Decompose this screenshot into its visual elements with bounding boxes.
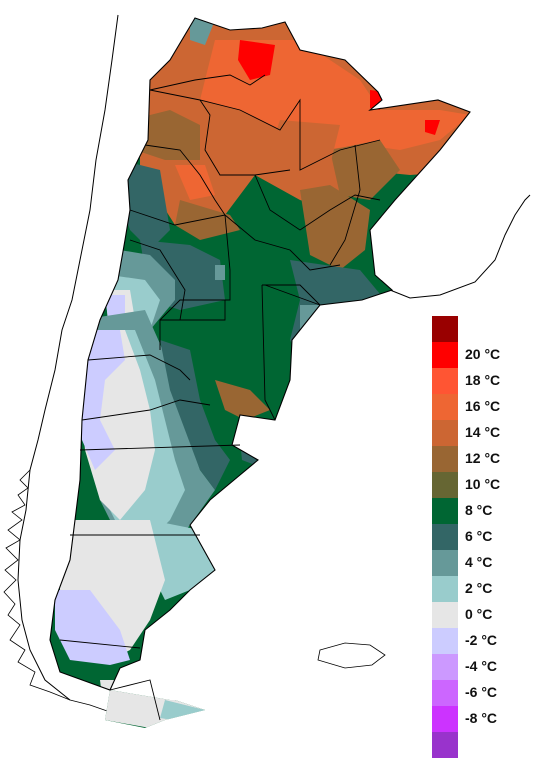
legend-row: 12 °C [432, 446, 532, 472]
legend-label: -2 °C [465, 632, 498, 648]
legend-row: 20 °C [432, 342, 532, 368]
legend-label: 2 °C [465, 580, 493, 596]
legend-label: 8 °C [465, 502, 493, 518]
legend-row: 0 °C [432, 602, 532, 628]
legend-label: 4 °C [465, 554, 493, 570]
legend-row: -6 °C [432, 680, 532, 706]
legend-swatch [432, 316, 458, 342]
legend-row: -2 °C [432, 628, 532, 654]
legend-swatch [432, 524, 458, 550]
legend-row: 10 °C [432, 472, 532, 498]
temperature-legend: 20 °C 18 °C 16 °C 14 °C 12 °C 10 °C 8 °C 6 °C 4 … [432, 316, 532, 758]
legend-label: 20 °C [465, 346, 501, 362]
legend-row: 18 °C [432, 368, 532, 394]
legend-label: -6 °C [465, 684, 498, 700]
legend-swatch [432, 576, 458, 602]
province-boundaries [49, 17, 471, 721]
legend-row: 14 °C [432, 420, 532, 446]
legend-swatch [432, 342, 458, 368]
legend-swatch [432, 732, 458, 758]
legend-label: 14 °C [465, 424, 501, 440]
legend-label: 0 °C [465, 606, 493, 622]
legend-swatch [432, 550, 458, 576]
legend-swatch [432, 368, 458, 394]
legend-label: 16 °C [465, 398, 501, 414]
legend-row [432, 316, 532, 342]
legend-label: 12 °C [465, 450, 501, 466]
legend-label: 6 °C [465, 528, 493, 544]
neighbor-outlines [17, 14, 531, 701]
legend-swatch [432, 680, 458, 706]
legend-label: 18 °C [465, 372, 501, 388]
legend-swatch [432, 472, 458, 498]
legend-row: -8 °C [432, 706, 532, 732]
legend-swatch [432, 420, 458, 446]
legend-label: -8 °C [465, 710, 498, 726]
legend-row: 16 °C [432, 394, 532, 420]
legend-label: -4 °C [465, 658, 498, 674]
legend-row: 4 °C [432, 550, 532, 576]
legend-swatch [432, 498, 458, 524]
legend-row: 6 °C [432, 524, 532, 550]
legend-label: 10 °C [465, 476, 501, 492]
legend-row: 2 °C [432, 576, 532, 602]
legend-swatch [432, 446, 458, 472]
legend-row: -4 °C [432, 654, 532, 680]
legend-swatch [432, 628, 458, 654]
legend-swatch [432, 602, 458, 628]
legend-row: 8 °C [432, 498, 532, 524]
legend-swatch [432, 654, 458, 680]
legend-swatch [432, 394, 458, 420]
legend-row [432, 732, 532, 758]
legend-swatch [432, 706, 458, 732]
chile-coastline [3, 469, 386, 723]
